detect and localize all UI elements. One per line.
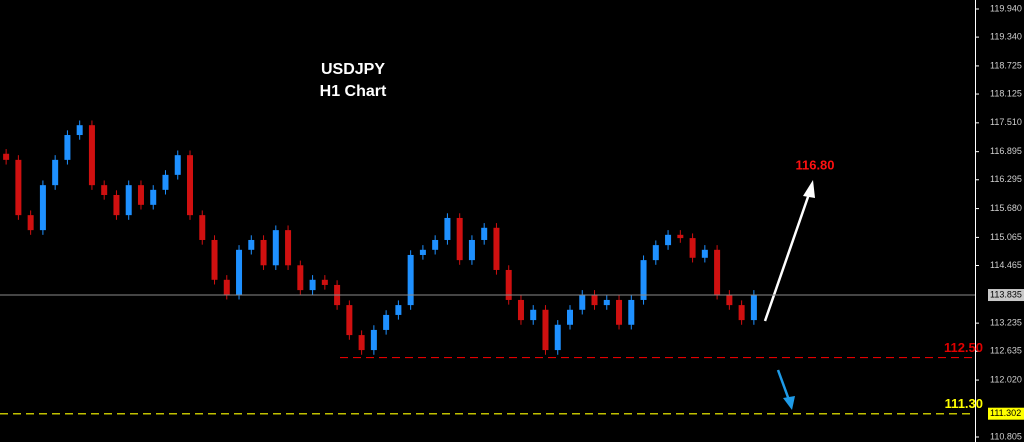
candle-body	[260, 239, 267, 266]
candle-body	[444, 217, 451, 240]
candle-body	[248, 239, 255, 250]
y-tick-label: 118.725	[990, 60, 1022, 70]
candle-body	[701, 249, 708, 258]
y-tick-label: 113.235	[990, 318, 1022, 328]
candle-body	[481, 227, 488, 240]
chart-subtitle: H1 Chart	[320, 83, 387, 100]
up-arrow	[763, 193, 811, 322]
candle-body	[677, 234, 684, 239]
candle-body	[162, 174, 169, 190]
y-tick-label: 119.940	[990, 3, 1022, 13]
price-tag-label: 111.302	[990, 408, 1021, 418]
y-tick-label: 115.680	[990, 203, 1022, 213]
candle-body	[419, 249, 426, 255]
candle-body	[383, 314, 390, 330]
target-label: 116.80	[795, 157, 834, 172]
price-tag	[988, 407, 1024, 420]
candle-body	[493, 227, 500, 270]
candle-body	[309, 279, 316, 291]
candle-body	[125, 185, 132, 216]
candle-body	[505, 269, 512, 300]
y-tick-label: 112.020	[990, 374, 1022, 384]
candle-body	[370, 329, 377, 351]
candle-body	[665, 234, 672, 246]
candle-body	[101, 185, 108, 195]
candle-body	[750, 294, 757, 321]
candle-body	[714, 249, 721, 295]
candle-body	[689, 238, 696, 258]
candle-body	[223, 279, 230, 295]
price-tag	[988, 289, 1024, 302]
candle-body	[211, 239, 218, 280]
candle-body	[3, 153, 10, 160]
candle-body	[76, 125, 83, 136]
y-tick-label: 119.340	[990, 31, 1022, 41]
candle-body	[64, 135, 71, 160]
candle-body	[88, 125, 95, 186]
candle-body	[113, 194, 120, 216]
candle-body	[628, 299, 635, 325]
candle-body	[603, 299, 610, 306]
down-arrow	[776, 369, 791, 401]
candle-body	[297, 265, 304, 291]
candle-body	[530, 309, 537, 321]
candle-body	[15, 159, 22, 216]
candle-body	[567, 309, 573, 325]
candle-body	[137, 185, 144, 205]
candle-body	[407, 254, 414, 306]
level-label: 111.30	[945, 396, 983, 411]
candle-body	[236, 249, 243, 295]
candle-body	[591, 294, 598, 306]
chart-title: USDJPY	[321, 61, 385, 78]
candle-body	[187, 155, 193, 216]
up-arrow-head	[803, 180, 815, 198]
candle-body	[150, 189, 157, 205]
y-tick-label: 116.295	[990, 174, 1022, 184]
y-tick-label: 117.510	[990, 117, 1022, 127]
y-tick-label: 114.465	[990, 260, 1022, 270]
price-tag-label: 113.835	[990, 289, 1022, 299]
candle-body	[640, 260, 647, 300]
level-label: 112.50	[944, 340, 983, 355]
candle-body	[652, 245, 659, 261]
candle-body	[39, 185, 46, 231]
candle-body	[432, 239, 439, 250]
candle-body	[517, 299, 524, 321]
y-tick-label: 116.895	[990, 146, 1022, 156]
candle-body	[272, 230, 279, 266]
candle-body	[738, 305, 745, 321]
candle-body	[174, 155, 181, 175]
candle-body	[616, 299, 623, 325]
candle-body	[542, 309, 549, 351]
y-tick-label: 115.065	[990, 232, 1022, 242]
candle-body	[52, 159, 59, 186]
y-tick-label: 112.635	[990, 346, 1022, 356]
y-tick-label: 110.805	[990, 431, 1022, 441]
candle-body	[321, 279, 328, 285]
candle-body	[579, 294, 586, 310]
candle-body	[554, 324, 561, 351]
candle-body	[726, 294, 733, 306]
candle-body	[456, 217, 463, 261]
down-arrow-head	[783, 396, 795, 410]
candle-body	[346, 305, 353, 336]
candle-body	[468, 239, 475, 261]
y-tick-label: 118.125	[990, 88, 1022, 98]
candle-body	[358, 335, 365, 351]
candle-body	[285, 230, 292, 266]
candle-body	[27, 215, 34, 231]
candle-body	[199, 215, 206, 240]
candle-body	[395, 305, 402, 315]
